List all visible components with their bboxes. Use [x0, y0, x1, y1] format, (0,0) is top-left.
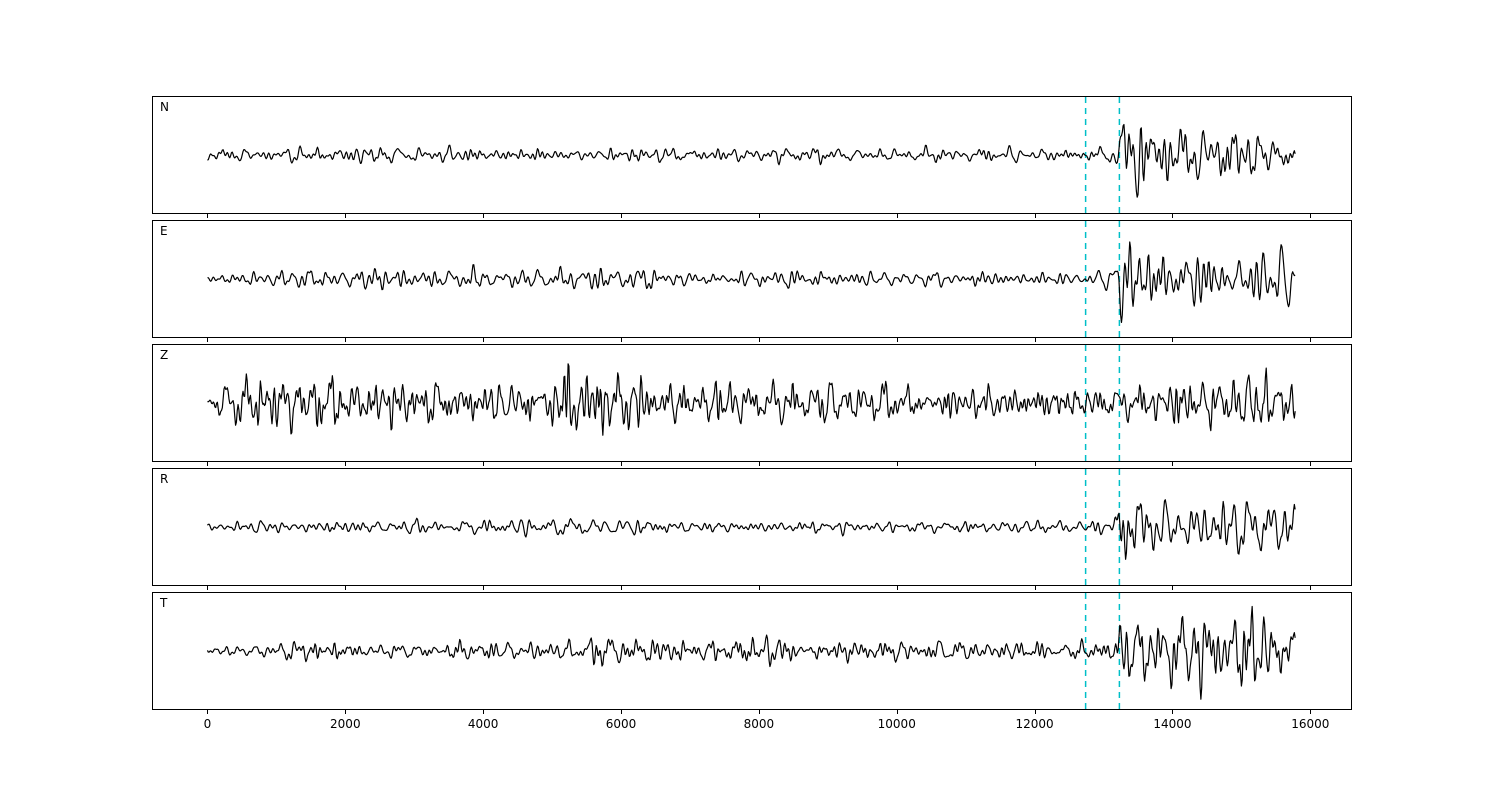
x-tick [1172, 586, 1174, 590]
channel-label-z: Z [160, 348, 169, 362]
x-tick-label: 14000 [1153, 717, 1192, 731]
x-tick [1310, 462, 1312, 466]
x-tick [621, 338, 623, 342]
subplot-channel-n: N [152, 96, 1352, 214]
x-tick-label: 16000 [1291, 717, 1330, 731]
x-tick-label: 10000 [877, 717, 916, 731]
subplot-channel-e: E [152, 220, 1352, 338]
x-tick [621, 586, 623, 590]
x-tick [758, 710, 760, 714]
x-tick [758, 338, 760, 342]
x-tick [896, 586, 898, 590]
x-tick [758, 214, 760, 218]
x-tick [621, 462, 623, 466]
x-tick [207, 214, 209, 218]
x-tick [621, 710, 623, 714]
x-tick [1034, 586, 1036, 590]
x-tick [896, 338, 898, 342]
x-tick-label: 4000 [467, 717, 499, 731]
channel-label-e: E [160, 224, 168, 238]
subplot-channel-t: T [152, 592, 1352, 710]
x-tick [1034, 462, 1036, 466]
waveform-canvas-n [153, 97, 1351, 213]
x-tick [1310, 710, 1312, 714]
x-tick-label: 8000 [743, 717, 775, 731]
x-tick [483, 214, 485, 218]
x-tick [758, 462, 760, 466]
x-tick [621, 214, 623, 218]
x-tick-label: 2000 [330, 717, 361, 731]
x-tick-label: 12000 [1015, 717, 1054, 731]
x-tick [758, 586, 760, 590]
x-tick [1034, 338, 1036, 342]
waveform-canvas-e [153, 221, 1351, 337]
x-tick [207, 710, 209, 714]
channel-label-n: N [160, 100, 169, 114]
x-tick [896, 710, 898, 714]
x-tick-label: 0 [203, 717, 212, 731]
x-tick [345, 462, 347, 466]
x-tick [207, 462, 209, 466]
x-tick [1310, 214, 1312, 218]
x-tick [345, 586, 347, 590]
x-tick-label: 6000 [605, 717, 637, 731]
x-tick [1310, 586, 1312, 590]
x-tick [896, 214, 898, 218]
x-tick [896, 462, 898, 466]
channel-label-r: R [160, 472, 169, 486]
subplot-channel-z: Z [152, 344, 1352, 462]
x-tick [1310, 338, 1312, 342]
x-tick [483, 586, 485, 590]
x-tick [1172, 462, 1174, 466]
x-tick [483, 710, 485, 714]
x-tick [1034, 710, 1036, 714]
x-tick [345, 214, 347, 218]
channel-label-t: T [160, 596, 168, 610]
x-tick [345, 338, 347, 342]
x-tick [207, 586, 209, 590]
x-tick [483, 462, 485, 466]
x-tick [345, 710, 347, 714]
x-tick [1034, 214, 1036, 218]
x-tick [207, 338, 209, 342]
x-tick [1172, 710, 1174, 714]
x-tick [1172, 338, 1174, 342]
waveform-canvas-r [153, 469, 1351, 585]
x-tick [1172, 214, 1174, 218]
x-tick [483, 338, 485, 342]
subplot-channel-r: R [152, 468, 1352, 586]
waveform-canvas-z [153, 345, 1351, 461]
waveform-canvas-t [153, 593, 1351, 709]
